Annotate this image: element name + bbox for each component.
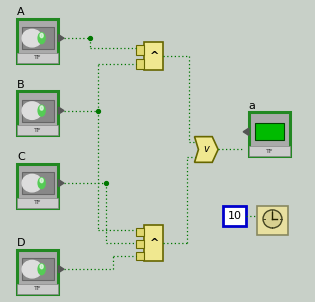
Text: C: C [17,152,25,162]
FancyBboxPatch shape [144,42,163,70]
FancyBboxPatch shape [22,172,54,194]
FancyBboxPatch shape [249,146,290,156]
Text: B: B [17,80,25,90]
Polygon shape [58,265,64,273]
Text: ^: ^ [150,51,159,61]
FancyBboxPatch shape [17,19,58,63]
FancyBboxPatch shape [22,100,54,122]
FancyBboxPatch shape [17,91,58,135]
Ellipse shape [22,102,42,119]
Ellipse shape [40,106,43,110]
FancyBboxPatch shape [136,240,144,248]
FancyBboxPatch shape [17,284,58,294]
FancyBboxPatch shape [22,27,54,49]
Polygon shape [195,137,218,162]
Text: TF: TF [34,200,42,205]
FancyBboxPatch shape [223,206,246,226]
FancyBboxPatch shape [249,112,290,156]
FancyBboxPatch shape [17,125,58,135]
Text: ^: ^ [150,238,159,248]
Ellipse shape [38,178,45,188]
FancyBboxPatch shape [144,225,163,261]
Ellipse shape [22,260,42,278]
Text: TF: TF [34,128,42,133]
Text: 10: 10 [228,211,242,221]
Text: v: v [203,144,209,155]
Ellipse shape [22,174,42,192]
FancyBboxPatch shape [17,250,58,294]
Ellipse shape [38,33,45,43]
Polygon shape [243,128,249,135]
Text: A: A [17,7,25,17]
Text: TF: TF [34,55,42,60]
Ellipse shape [38,105,45,116]
Ellipse shape [38,264,45,275]
Text: a: a [249,101,256,111]
FancyBboxPatch shape [257,206,288,235]
FancyBboxPatch shape [136,228,144,236]
Polygon shape [58,179,64,187]
Ellipse shape [40,178,43,183]
Ellipse shape [22,29,42,47]
Text: TF: TF [34,286,42,291]
Polygon shape [58,107,64,114]
Circle shape [263,210,282,228]
Ellipse shape [40,33,43,38]
FancyBboxPatch shape [136,252,144,260]
FancyBboxPatch shape [255,124,284,140]
Text: D: D [17,238,26,248]
FancyBboxPatch shape [17,198,58,208]
FancyBboxPatch shape [17,53,58,63]
FancyBboxPatch shape [22,258,54,280]
FancyBboxPatch shape [136,45,144,55]
Ellipse shape [40,264,43,269]
FancyBboxPatch shape [136,59,144,69]
FancyBboxPatch shape [17,164,58,208]
Text: TF: TF [266,149,273,154]
Polygon shape [58,34,64,42]
